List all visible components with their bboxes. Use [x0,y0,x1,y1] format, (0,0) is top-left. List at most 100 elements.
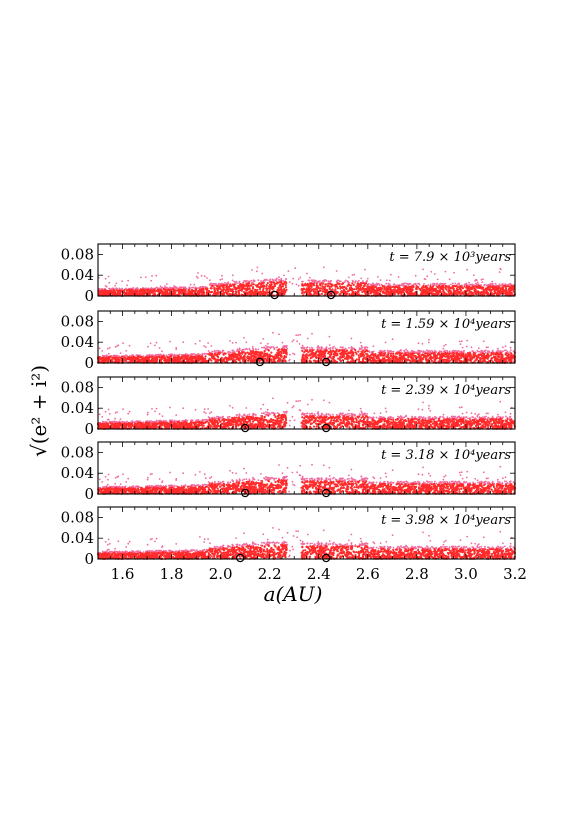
scatter-point [106,289,109,293]
scatter-point [344,348,346,351]
scatter-point [146,354,148,357]
scatter-point [147,291,150,294]
scatter-point [181,290,184,293]
scatter-point [150,279,153,282]
scatter-point [364,268,366,271]
scatter-point [155,274,158,277]
scatter-point [387,293,391,296]
scatter-point [236,282,238,285]
scatter-point [305,349,308,352]
scatter-point [99,356,102,359]
scatter-point [383,291,386,295]
scatter-point [496,358,499,361]
scatter-point [358,358,361,361]
scatter-point [284,278,287,280]
scatter-point [311,279,313,282]
scatter-point [115,357,118,360]
scatter-point [125,287,127,290]
scatter-point [104,277,107,280]
scatter-point [425,291,428,294]
scatter-point [297,334,299,337]
scatter-point [319,359,323,362]
scatter-point [164,285,166,287]
scatter-point [225,282,227,285]
scatter-point [213,349,216,352]
scatter-point [271,288,274,291]
scatter-point [426,349,429,352]
scatter-point [151,275,153,277]
scatter-point [257,279,260,282]
scatter-point [384,341,387,344]
scatter-point [287,270,290,273]
scatter-point [427,284,430,287]
scatter-point [507,283,510,286]
scatter-point [161,291,164,294]
scatter-point [303,357,306,361]
scatter-point [172,354,174,357]
scatter-point [328,335,331,338]
scatter-point [217,358,221,361]
scatter-point [260,342,262,345]
scatter-point [278,276,280,279]
scatter-point [323,351,326,354]
scatter-point [401,283,403,285]
scatter-point [325,280,328,282]
scatter-point [338,282,341,285]
scatter-point [343,357,347,360]
scatter-point [454,282,457,285]
scatter-point [261,272,264,275]
scatter-point [423,283,425,285]
scatter-point [204,346,207,348]
scatter-point [245,282,248,285]
scatter-point [381,357,384,360]
scatter-point [417,349,419,352]
scatter-point [253,356,256,359]
scatter-point [471,285,474,289]
scatter-point [171,360,175,363]
scatter-point [354,291,357,294]
scatter-point [400,349,402,351]
scatter-point [154,344,156,347]
scatter-point [509,346,512,349]
scatter-point [252,283,255,286]
scatter-point [456,351,459,354]
scatter-point [472,274,475,277]
scatter-point [366,354,369,357]
scatter-point [315,282,318,285]
scatter-point [265,289,268,292]
scatter-point [225,288,228,291]
scatter-point [228,287,231,290]
scatter-point [250,279,253,282]
scatter-point [276,289,279,292]
scatter-point [421,286,424,289]
scatter-point [327,347,330,350]
scatter-point [161,350,163,353]
scatter-point [380,350,383,352]
scatter-point [430,270,433,273]
scatter-point [266,282,269,285]
scatter-point [224,291,228,294]
scatter-point [297,278,300,280]
scatter-point [229,357,232,360]
scatter-point [452,290,455,293]
scatter-point [284,284,287,287]
scatter-point [129,289,133,292]
scatter-point [355,288,358,291]
scatter-point [357,350,360,353]
scatter-point [372,345,375,347]
scatter-point [342,288,345,291]
scatter-point [430,287,433,290]
scatter-point [184,355,187,358]
scatter-point [381,284,384,287]
scatter-point [436,282,439,285]
scatter-point [340,290,343,293]
scatter-point [329,288,332,291]
scatter-point [220,292,223,295]
scatter-point [192,286,195,289]
scatter-point [448,350,451,353]
scatter-point [245,347,248,350]
scatter-point [452,349,455,352]
scatter-point [393,293,396,296]
scatter-point [259,290,262,293]
scatter-point [187,290,190,293]
